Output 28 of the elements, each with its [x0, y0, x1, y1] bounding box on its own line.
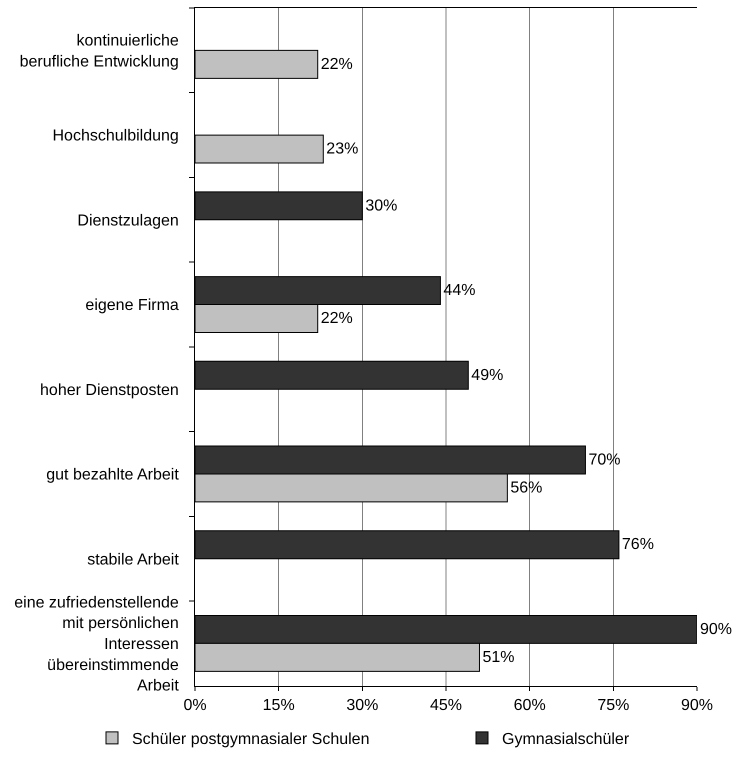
legend-label: Schüler postgymnasialer Schulen: [132, 731, 370, 748]
data-label: 70%: [588, 451, 620, 468]
data-label: 90%: [700, 620, 732, 638]
data-label: 23%: [326, 140, 358, 158]
x-tick-label: 60%: [514, 696, 546, 714]
data-label: 56%: [510, 479, 542, 496]
data-label: 76%: [622, 536, 654, 554]
y-tick-label: eine zufriedenstellende mit persönlichen Interessen übereinstimmende Arbeit: [14, 594, 180, 695]
legend-label: Gymnasialschüler: [502, 731, 630, 748]
data-label: 22%: [320, 56, 353, 73]
data-label: 51%: [482, 648, 514, 666]
x-tick-label: 15%: [262, 696, 295, 714]
y-tick-label: stabile Arbeit: [87, 551, 180, 568]
data-label: 49%: [471, 366, 504, 384]
y-tick-label: Hochschulbildung: [52, 128, 179, 145]
data-label: 30%: [365, 197, 398, 214]
x-tick-label: 75%: [597, 696, 630, 714]
x-tick-label: 30%: [346, 696, 378, 714]
x-tick-label: 90%: [680, 696, 714, 714]
y-tick-label: gut bezahlte Arbeit: [46, 466, 180, 484]
data-label: 22%: [320, 310, 353, 327]
x-tick-label: 0%: [183, 696, 207, 714]
y-tick-label: kontinuierliche berufliche Entwicklung: [20, 32, 179, 70]
data-label: 44%: [443, 282, 476, 300]
y-tick-label: hoher Dienstposten: [40, 382, 179, 399]
x-tick-label: 45%: [430, 696, 462, 714]
y-tick-label: Dienstzulagen: [77, 212, 179, 230]
y-tick-label: eigene Firma: [85, 297, 179, 314]
